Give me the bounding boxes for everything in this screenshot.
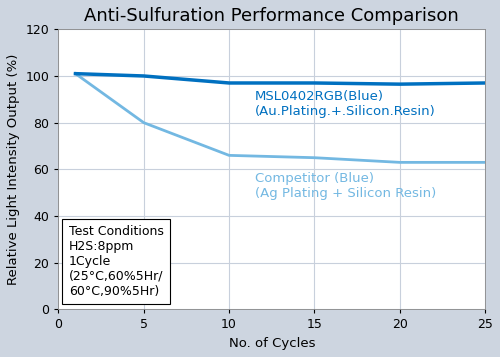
Text: Competitor (Blue)
(Ag Plating + Silicon Resin): Competitor (Blue) (Ag Plating + Silicon … [254, 172, 436, 200]
Text: MSL0402RGB(Blue)
(Au.Plating.+.Silicon.Resin): MSL0402RGB(Blue) (Au.Plating.+.Silicon.R… [254, 90, 436, 118]
Y-axis label: Relative Light Intensity Output (%): Relative Light Intensity Output (%) [7, 54, 20, 285]
Text: Test Conditions
H2S:8ppm
1Cycle
(25°C,60%5Hr/
60°C,90%5Hr): Test Conditions H2S:8ppm 1Cycle (25°C,60… [68, 225, 164, 298]
Title: Anti-Sulfuration Performance Comparison: Anti-Sulfuration Performance Comparison [84, 7, 459, 25]
X-axis label: No. of Cycles: No. of Cycles [228, 337, 315, 350]
